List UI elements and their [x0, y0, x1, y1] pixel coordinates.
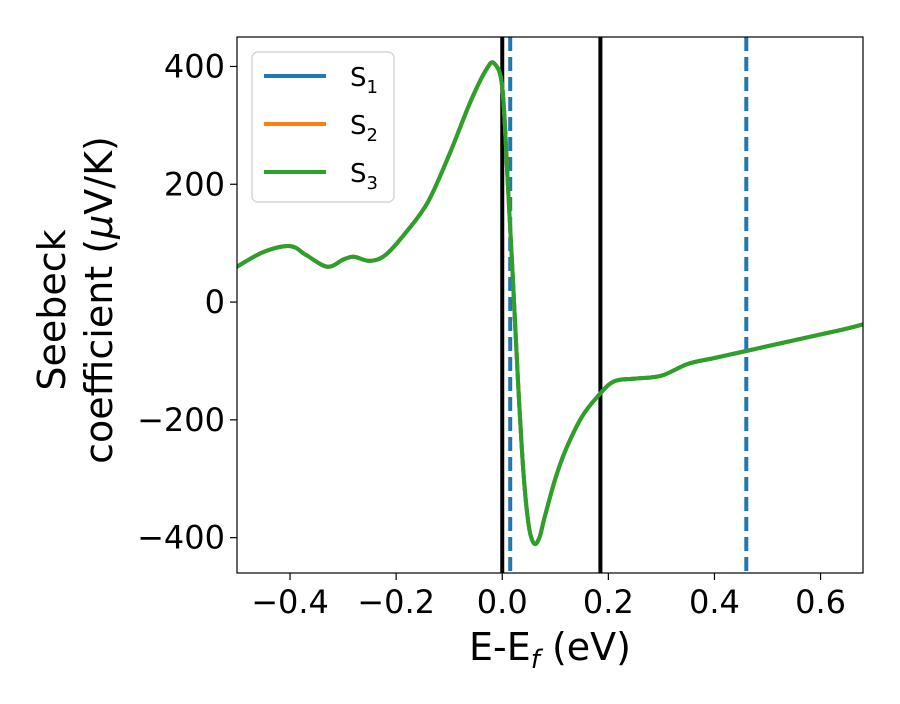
series-layer — [237, 60, 863, 547]
legend: S1 S2 S3 — [251, 51, 395, 203]
axis-labels-layer: E-Ef (eV) Seebeck coefficient (μV/K) — [30, 136, 631, 675]
legend-label-s1: S1 — [350, 63, 378, 98]
x-axis-label: E-Ef (eV) — [469, 625, 631, 675]
y-axis-label-line1: Seebeck — [30, 229, 74, 390]
x-tick-label: 0.4 — [689, 583, 740, 621]
y-tick-label: 0 — [205, 283, 225, 321]
legend-label-s2: S2 — [350, 111, 378, 146]
y-axis-label-line2: coefficient (μV/K) — [77, 136, 121, 464]
x-tick-label: 0.0 — [477, 583, 528, 621]
x-tick-label: 0.2 — [583, 583, 634, 621]
y-tick-label: 200 — [164, 165, 225, 203]
x-tick-label: 0.6 — [795, 583, 846, 621]
plot-frame — [236, 36, 864, 574]
y-tick-label: 400 — [164, 47, 225, 85]
vertical-lines-layer — [500, 37, 749, 573]
axes-layer: −0.4 −0.2 0.0 0.2 0.4 0.6 −400 −200 0 200 400 — [137, 36, 864, 621]
y-tick-label: −200 — [137, 401, 225, 439]
series-line-s3 — [237, 60, 863, 547]
x-tick-label: −0.2 — [357, 583, 435, 621]
y-tick-label: −400 — [137, 519, 225, 557]
x-tick-label: −0.4 — [251, 583, 329, 621]
legend-box — [251, 51, 395, 203]
legend-label-s3: S3 — [350, 159, 378, 194]
